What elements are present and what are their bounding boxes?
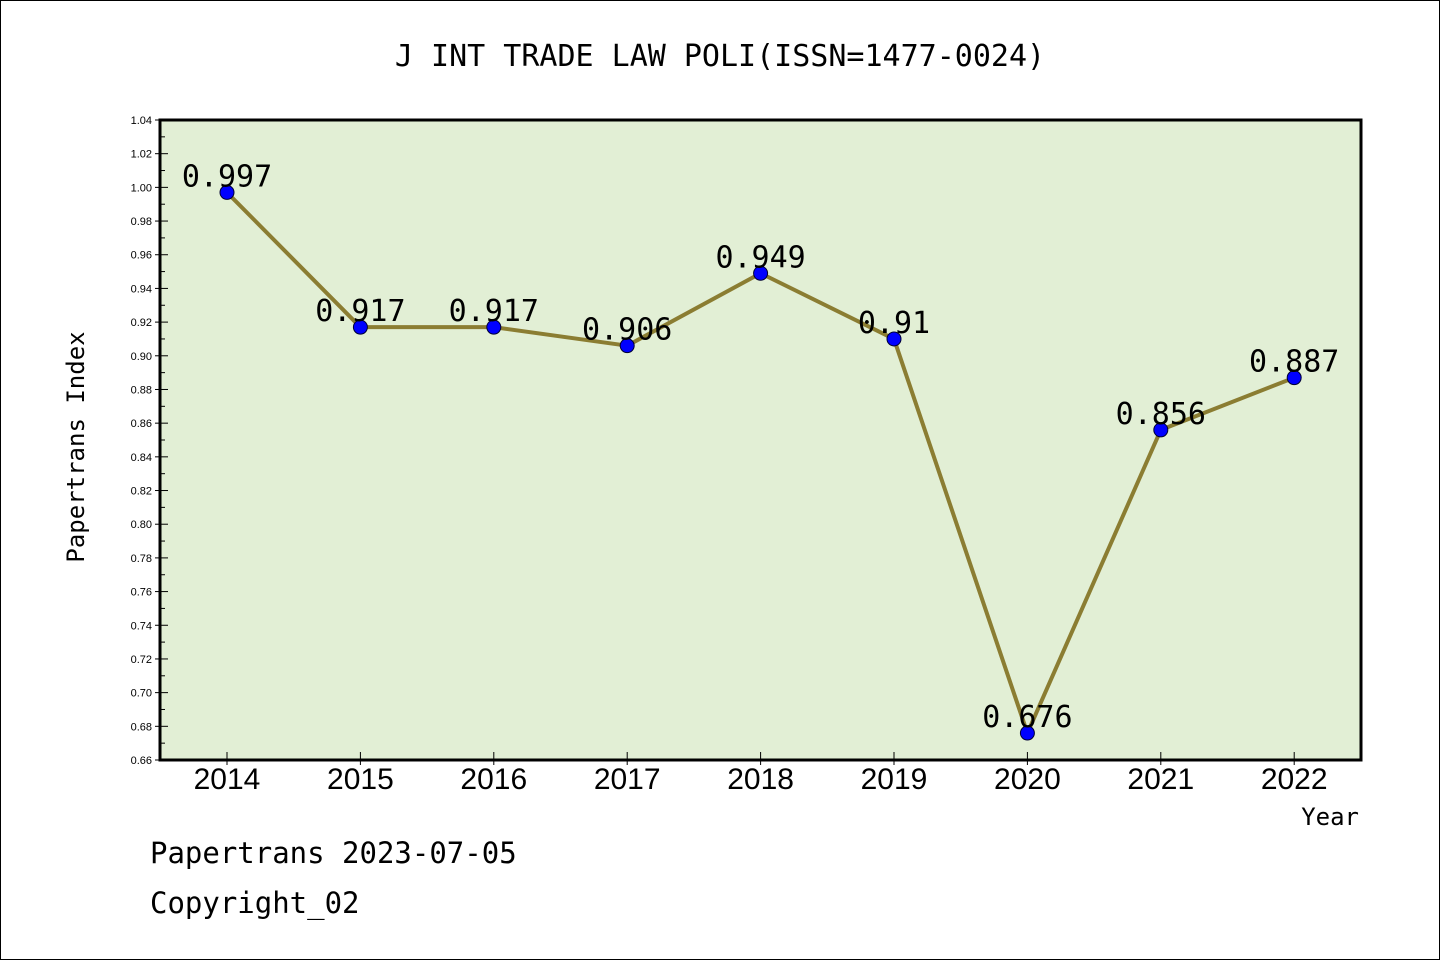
data-label: 0.91 — [858, 306, 930, 341]
data-point-marker — [753, 265, 769, 281]
y-tick-label: 0.90 — [131, 351, 152, 363]
footer-copyright-text: Copyright_02 — [150, 886, 360, 920]
data-label: 0.887 — [1249, 345, 1339, 380]
data-label: 0.856 — [1116, 397, 1206, 432]
y-tick-label: 0.78 — [131, 553, 152, 565]
y-tick-label: 0.82 — [131, 486, 152, 498]
x-tick-label: 2017 — [594, 763, 661, 796]
data-point-marker — [219, 184, 235, 200]
y-tick-label: 0.86 — [131, 418, 152, 430]
data-point-marker — [352, 319, 368, 335]
y-tick-label: 0.80 — [131, 519, 152, 531]
data-point-marker — [619, 338, 635, 354]
chart-title: J INT TRADE LAW POLI(ISSN=1477-0024) — [395, 39, 1045, 74]
plot-area — [158, 118, 1363, 762]
x-axis-label: Year — [1301, 803, 1359, 831]
y-tick-label: 1.02 — [131, 149, 152, 161]
y-tick-label: 0.94 — [131, 283, 152, 295]
y-axis: 0.66 0.68 0.70 0.72 0.74 0.76 0.78 0.80 0.82 0.84… — [131, 115, 168, 767]
data-label: 0.997 — [182, 159, 272, 194]
y-tick-label: 1.04 — [131, 115, 152, 127]
data-label: 0.949 — [715, 240, 805, 275]
data-point-marker — [886, 331, 902, 347]
data-point-marker — [1286, 370, 1302, 386]
y-tick-label: 0.66 — [131, 755, 152, 767]
x-tick-label: 2014 — [194, 763, 261, 796]
y-tick-label: 0.70 — [131, 688, 152, 700]
x-tick-label: 2021 — [1127, 763, 1194, 796]
y-tick-label: 0.88 — [131, 384, 152, 396]
footer-date-text: Papertrans 2023-07-05 — [150, 836, 517, 870]
x-tick-label: 2020 — [994, 763, 1061, 796]
data-label: 0.676 — [982, 700, 1072, 735]
data-label: 0.906 — [582, 313, 672, 348]
y-tick-label: 0.74 — [131, 620, 152, 632]
data-point-marker — [486, 319, 502, 335]
y-tick-label: 0.84 — [131, 452, 152, 464]
y-tick-label: 0.68 — [131, 721, 152, 733]
y-tick-label: 0.72 — [131, 654, 152, 666]
x-tick-label: 2015 — [327, 763, 394, 796]
marker-group — [219, 184, 1302, 741]
data-label: 0.917 — [449, 294, 539, 329]
y-tick-label: 1.00 — [131, 182, 152, 194]
y-tick-label: 0.98 — [131, 216, 152, 228]
x-tick-label: 2019 — [861, 763, 928, 796]
x-tick-label: 2022 — [1261, 763, 1328, 796]
x-axis: 2014 2015 2016 2017 2018 2019 2020 2021 2022 — [194, 752, 1328, 796]
y-tick-label: 0.92 — [131, 317, 152, 329]
data-point-marker — [1019, 725, 1035, 741]
y-axis-label: Papertrans Index — [62, 331, 90, 562]
data-label: 0.917 — [315, 294, 405, 329]
data-label-group: 0.997 0.917 0.917 0.906 0.949 0.91 0.676 0.856 0… — [182, 159, 1340, 735]
x-tick-label: 2016 — [460, 763, 527, 796]
data-point-marker — [1153, 422, 1169, 438]
y-tick-label: 0.96 — [131, 250, 152, 262]
y-tick-label: 0.76 — [131, 587, 152, 599]
x-tick-label: 2018 — [727, 763, 794, 796]
